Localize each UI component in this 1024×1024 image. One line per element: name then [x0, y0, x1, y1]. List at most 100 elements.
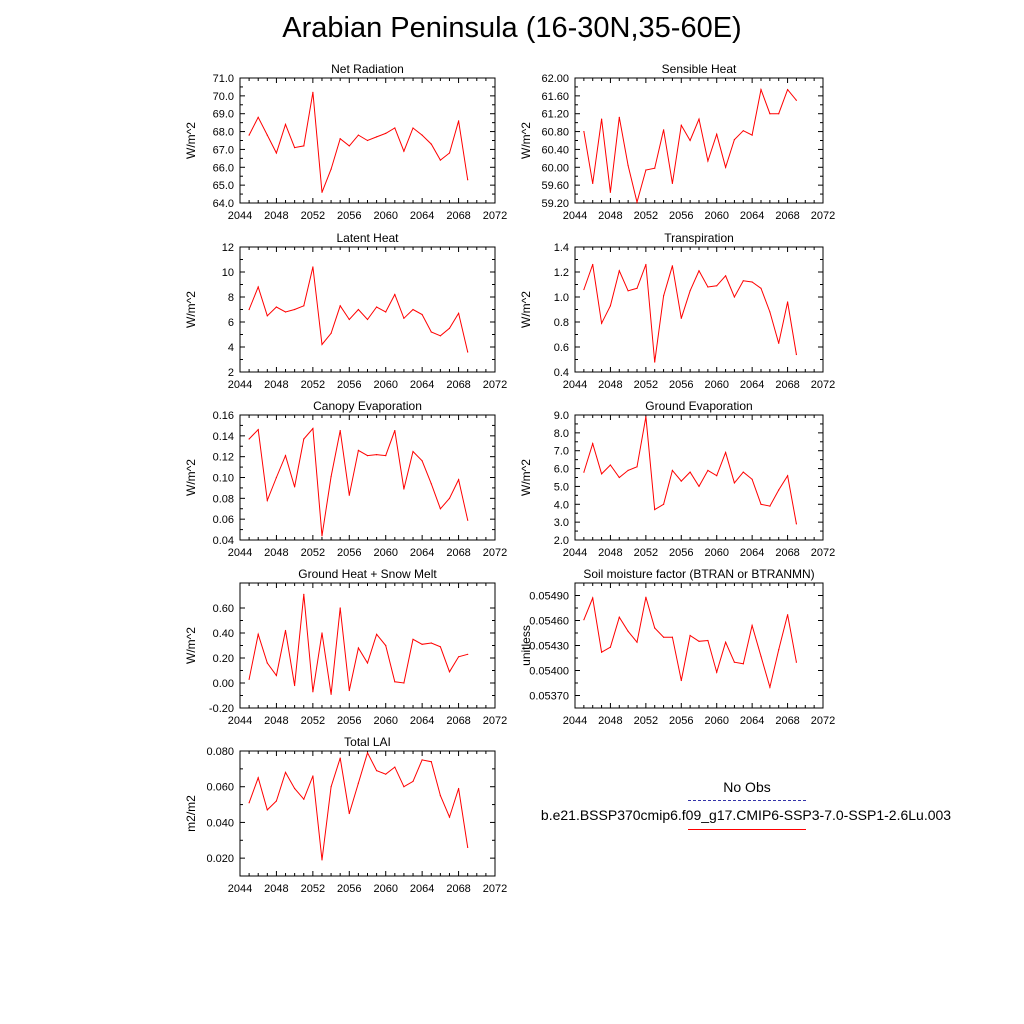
y-tick-label: 0.40	[213, 628, 234, 640]
y-tick-label: 2.0	[554, 535, 569, 547]
data-point	[769, 505, 771, 507]
data-point	[330, 475, 332, 478]
y-tick-label: 8.0	[554, 428, 569, 440]
y-tick-label: 68.0	[213, 127, 234, 139]
x-tick-label: 2056	[337, 547, 361, 559]
x-tick-label: 2068	[775, 379, 799, 391]
data-point	[357, 449, 359, 451]
y-tick-label: 61.20	[541, 109, 569, 121]
data-point	[294, 147, 296, 149]
y-tick-label: 0.05370	[529, 691, 569, 703]
data-point	[458, 120, 460, 122]
y-tick-label: 2	[228, 367, 234, 379]
data-point	[742, 663, 744, 665]
y-axis-label: W/m^2	[184, 627, 198, 664]
data-point	[412, 127, 414, 129]
data-point	[698, 485, 700, 487]
y-tick-label: 0.08	[213, 493, 234, 505]
x-tick-label: 2068	[446, 379, 470, 391]
data-point	[266, 809, 268, 811]
page-title: Arabian Peninsula (16-30N,35-60E)	[282, 12, 742, 44]
series-line	[248, 594, 468, 695]
data-point	[627, 164, 629, 167]
data-point	[725, 166, 727, 168]
data-point	[733, 296, 736, 298]
y-tick-label: 65.0	[213, 180, 234, 192]
data-point	[592, 182, 594, 184]
data-point	[257, 633, 259, 635]
data-point	[385, 132, 387, 134]
y-tick-label: 0.16	[213, 410, 234, 422]
data-point	[671, 469, 674, 471]
data-point	[725, 641, 727, 643]
chart-panel: Canopy Evaporation W/m^2 2044 2048 2052 2056 2…	[184, 399, 507, 559]
data-point	[733, 661, 736, 663]
x-tick-label: 2056	[337, 379, 361, 391]
data-point	[645, 169, 647, 171]
x-tick-label: 2052	[301, 715, 325, 727]
data-point	[330, 332, 332, 334]
data-point	[636, 287, 638, 289]
chart-panel: Latent Heat W/m^2 2044 2048 2052 2056 2060 2064…	[184, 231, 507, 391]
data-point	[467, 519, 469, 521]
data-point	[742, 280, 744, 282]
data-point	[366, 139, 369, 142]
data-point	[312, 91, 314, 93]
y-tick-label: 0.040	[206, 817, 234, 829]
x-tick-label: 2068	[775, 715, 799, 727]
data-point	[394, 293, 396, 296]
x-tick-label: 2048	[598, 379, 622, 391]
data-point	[636, 466, 638, 468]
data-point	[689, 634, 691, 637]
data-point	[592, 597, 594, 599]
x-tick-label: 2052	[634, 715, 658, 727]
data-point	[448, 152, 451, 154]
x-tick-label: 2044	[228, 210, 252, 222]
data-point	[403, 488, 405, 490]
x-tick-label: 2056	[337, 715, 361, 727]
data-point	[769, 311, 771, 313]
data-point	[751, 478, 753, 480]
plot-frame	[574, 414, 824, 541]
data-point	[787, 89, 789, 91]
data-point	[601, 651, 603, 653]
plot-frame	[574, 582, 824, 709]
chart-panel: Transpiration W/m^2 2044 2048 2052 2056 2060 20…	[519, 231, 835, 391]
panel-title: Latent Heat	[336, 231, 399, 245]
panel-title: Ground Heat + Snow Melt	[298, 567, 437, 581]
plot-frame	[239, 414, 496, 541]
y-tick-label: 1.2	[554, 267, 569, 279]
data-point	[266, 662, 268, 664]
x-tick-label: 2048	[264, 210, 288, 222]
data-point	[284, 771, 287, 774]
x-tick-label: 2052	[301, 883, 325, 895]
data-point	[689, 471, 691, 473]
y-tick-label: 71.0	[213, 73, 234, 85]
y-tick-label: 0.05460	[529, 616, 569, 628]
data-point	[248, 134, 250, 136]
y-tick-label: 61.60	[541, 91, 569, 103]
data-point	[330, 168, 332, 170]
data-point	[680, 317, 682, 319]
data-point	[394, 681, 396, 683]
data-point	[430, 331, 432, 333]
panel-title: Ground Evaporation	[645, 399, 752, 413]
data-point	[716, 285, 718, 287]
x-tick-label: 2064	[410, 379, 434, 391]
data-point	[439, 159, 441, 161]
chart-panel: Ground Heat + Snow Melt W/m^2 2044 2048 2052…	[184, 567, 507, 727]
data-point	[458, 656, 460, 658]
legend-obs-line	[688, 800, 806, 801]
y-tick-label: 59.20	[541, 198, 569, 210]
data-point	[654, 167, 656, 169]
data-point	[421, 460, 423, 462]
data-point	[294, 486, 296, 488]
data-point	[733, 139, 736, 141]
x-tick-label: 2060	[704, 210, 728, 222]
x-tick-label: 2044	[563, 547, 587, 559]
data-point	[275, 306, 277, 308]
x-tick-label: 2052	[634, 379, 658, 391]
x-tick-label: 2056	[337, 883, 361, 895]
data-point	[430, 761, 432, 763]
data-point	[601, 473, 603, 475]
